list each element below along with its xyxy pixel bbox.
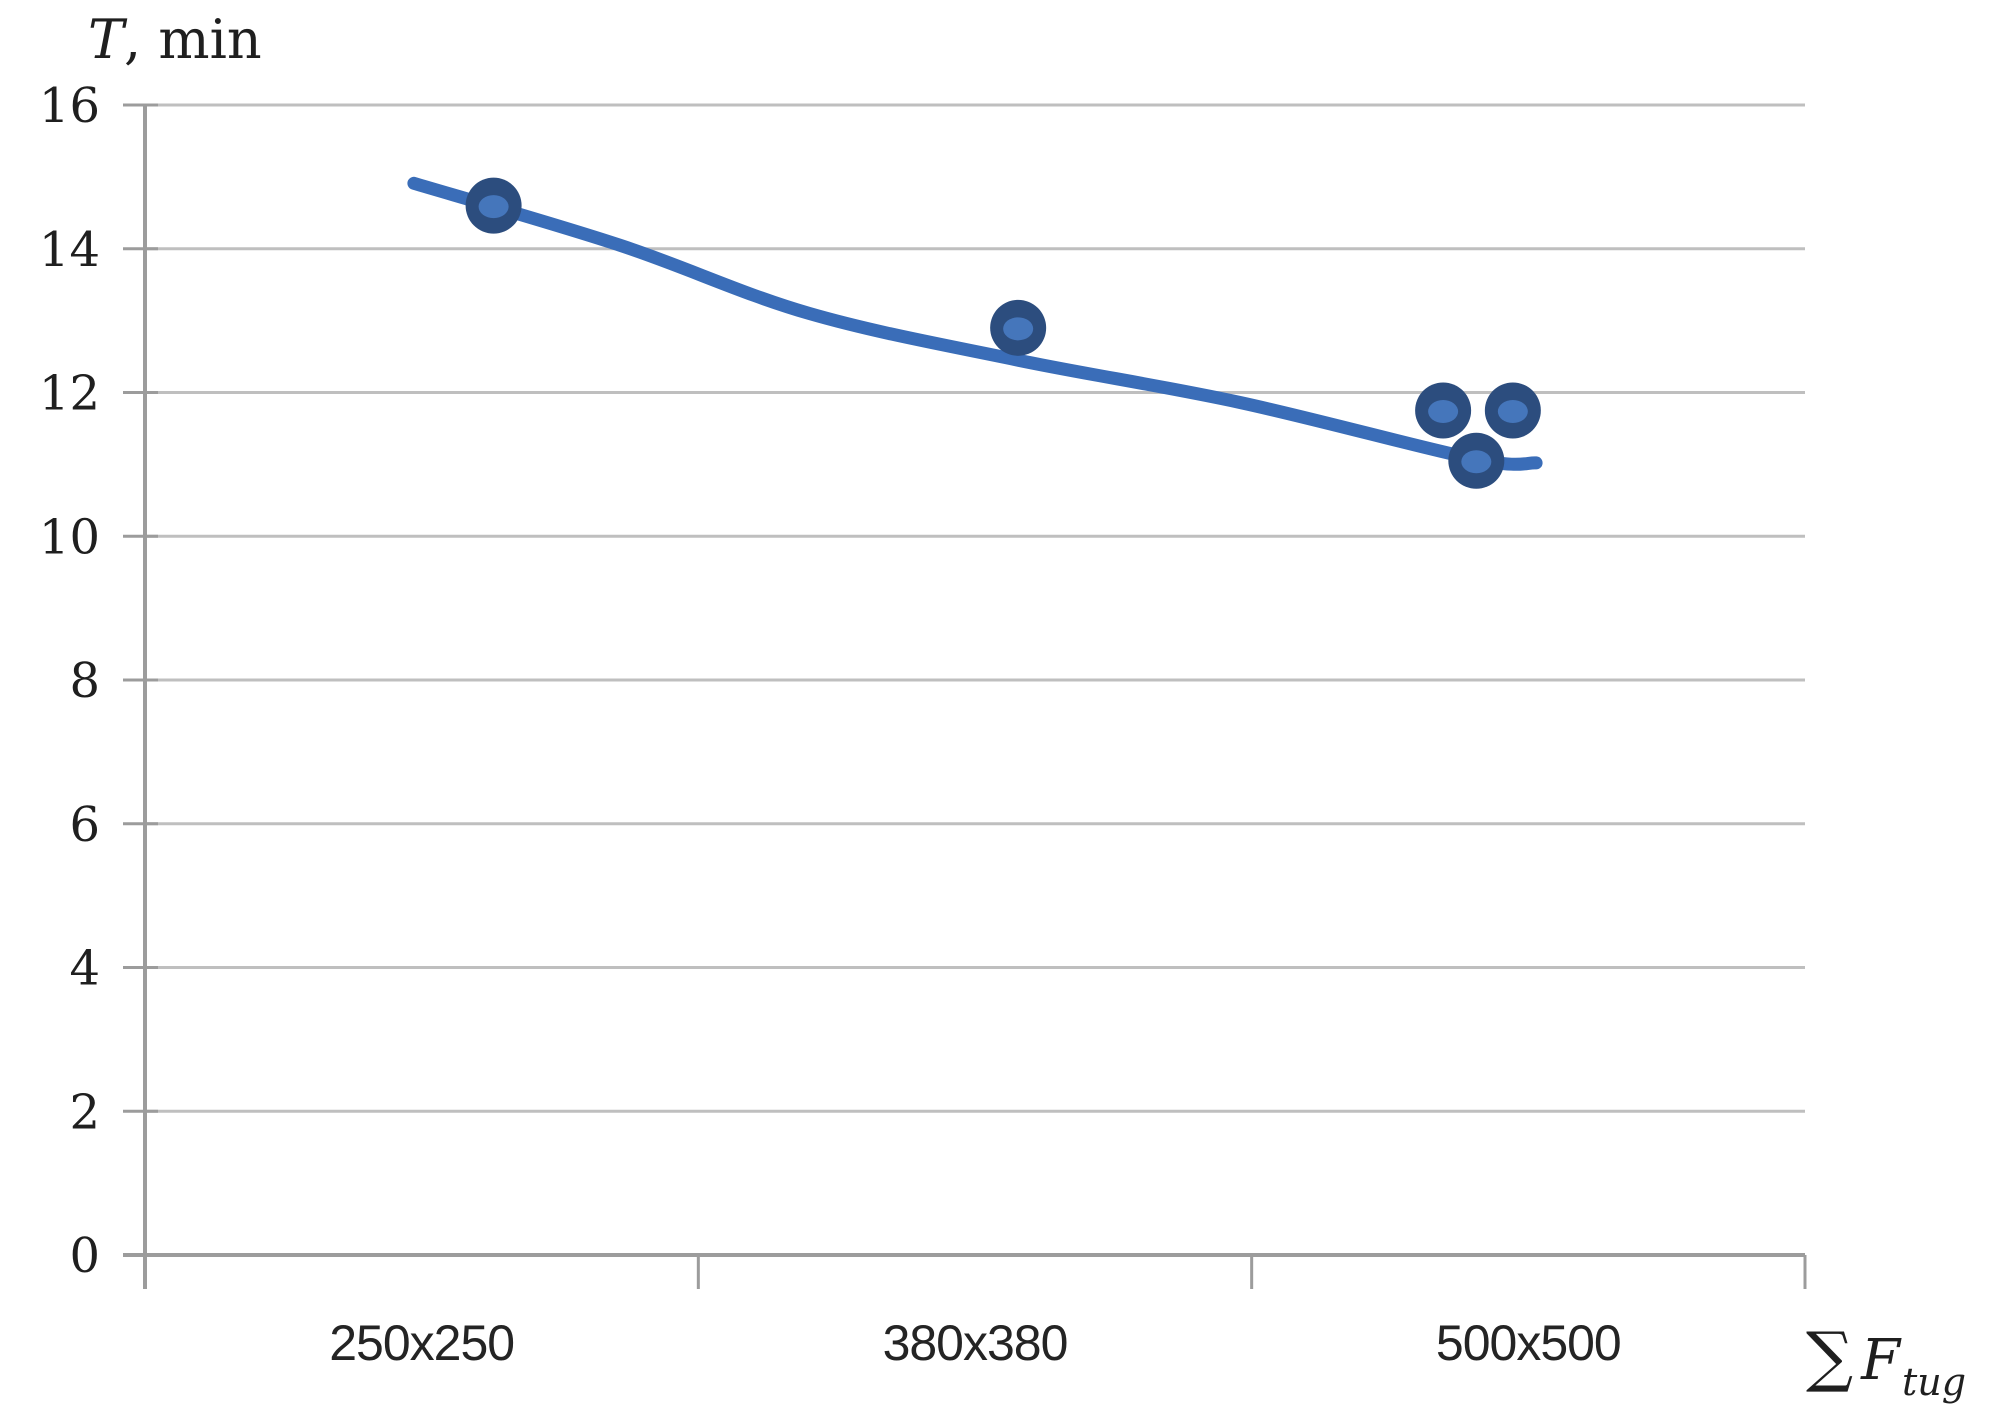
trend-line bbox=[407, 176, 1543, 471]
data-point-core bbox=[478, 195, 509, 219]
data-point-core bbox=[1003, 317, 1034, 341]
y-tick-label: 0 bbox=[69, 1228, 100, 1284]
data-point-core bbox=[1428, 399, 1459, 423]
y-tick-label: 8 bbox=[69, 653, 100, 709]
x-axis-title-subscript: tug bbox=[1901, 1360, 1967, 1404]
x-axis-title-symbol: F bbox=[1861, 1328, 1900, 1393]
x-category-label: 380x380 bbox=[883, 1315, 1068, 1371]
y-tick-label: 16 bbox=[39, 78, 100, 134]
x-category-label: 250x250 bbox=[329, 1315, 514, 1371]
y-tick-label: 6 bbox=[69, 797, 100, 853]
data-point-core bbox=[1497, 399, 1528, 423]
x-axis-title: ∑ Ftug bbox=[1806, 1318, 1966, 1404]
y-axis-title-symbol: T bbox=[88, 8, 125, 71]
y-tick-label: 14 bbox=[39, 222, 100, 278]
data-point-core bbox=[1461, 450, 1492, 474]
y-tick-label: 12 bbox=[39, 366, 100, 422]
sigma-icon: ∑ bbox=[1806, 1318, 1854, 1395]
y-axis-title: T, min bbox=[88, 8, 262, 71]
y-tick-label: 10 bbox=[39, 509, 100, 565]
y-axis-title-unit: , min bbox=[124, 8, 262, 71]
y-tick-label: 4 bbox=[69, 941, 100, 997]
x-category-label: 500x500 bbox=[1436, 1315, 1621, 1371]
y-tick-label: 2 bbox=[69, 1084, 100, 1140]
